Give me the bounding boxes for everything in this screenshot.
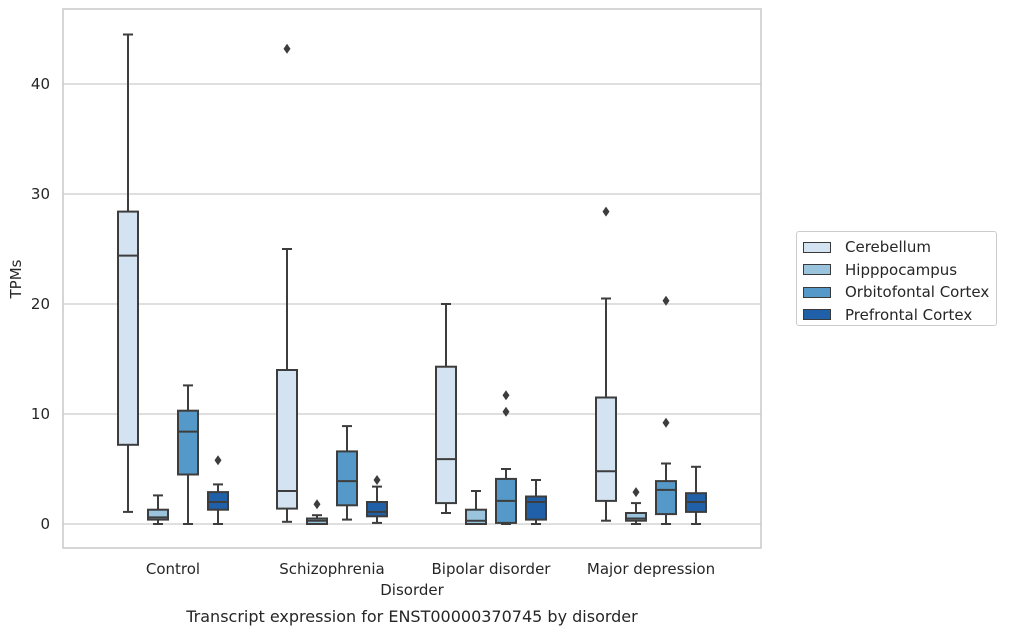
plot-area-frame <box>62 8 762 549</box>
gridlines <box>63 83 761 525</box>
outlier-point <box>662 417 670 428</box>
legend-swatch-prefrontal-cortex <box>803 309 831 321</box>
box-iqr <box>655 480 677 516</box>
y-tick-label: 30 <box>31 185 50 203</box>
box-orbitofontal-cortex-major-depression <box>655 295 677 525</box>
outlier-point <box>373 475 381 485</box>
legend: Cerebellum Hipppocampus Orbitofontal Cor… <box>796 231 997 326</box>
box-prefrontal-cortex-bipolar-disorder <box>525 479 547 525</box>
x-tick-labels: Control Schizophrenia Bipolar disorder Majo… <box>146 560 715 578</box>
chart-caption: Transcript expression for ENST0000037074… <box>185 607 638 626</box>
outlier-point <box>313 499 321 510</box>
legend-label: Hipppocampus <box>845 260 958 279</box>
box-cerebellum-bipolar-disorder <box>435 303 457 514</box>
box-iqr <box>117 210 139 446</box>
box-prefrontal-cortex-schizophrenia <box>366 475 388 524</box>
y-axis-label: TPMs <box>7 259 25 299</box>
box-iqr <box>625 512 647 522</box>
legend-item-orbitofrontal-cortex: Orbitofontal Cortex <box>797 281 996 304</box>
box-iqr <box>336 450 358 507</box>
y-tick-labels: 0 10 20 30 40 <box>31 75 50 533</box>
box-orbitofontal-cortex-bipolar-disorder <box>495 390 517 525</box>
x-tick-label: Schizophrenia <box>279 560 384 578</box>
x-tick-label: Major depression <box>587 560 715 578</box>
x-tick-label: Control <box>146 560 200 578</box>
legend-item-hippocampus: Hipppocampus <box>797 259 996 282</box>
box-iqr <box>207 491 229 511</box>
outlier-point <box>502 390 510 401</box>
y-tick-label: 20 <box>31 295 50 313</box>
legend-label: Cerebellum <box>845 238 931 257</box>
outlier-point <box>502 406 510 417</box>
outlier-point <box>632 487 640 498</box>
legend-label: Orbitofontal Cortex <box>845 283 990 302</box>
box-cerebellum-schizophrenia <box>276 43 298 523</box>
box-hipppocampus-major-depression <box>625 487 647 525</box>
outlier-point <box>214 455 222 466</box>
y-tick-label: 10 <box>31 405 50 423</box>
box-iqr <box>435 365 457 505</box>
box-iqr <box>276 369 298 510</box>
box-iqr <box>147 508 169 521</box>
box-prefrontal-cortex-control <box>207 455 229 525</box>
legend-swatch-cerebellum <box>803 241 831 253</box>
box-hipppocampus-bipolar-disorder <box>465 490 487 526</box>
box-hipppocampus-schizophrenia <box>306 499 328 525</box>
box-cerebellum-control <box>117 33 139 513</box>
legend-swatch-orbitofrontal-cortex <box>803 286 831 298</box>
legend-swatch-hippocampus <box>803 264 831 276</box>
box-orbitofontal-cortex-schizophrenia <box>336 425 358 521</box>
boxes <box>117 33 707 526</box>
box-iqr <box>177 409 199 476</box>
legend-label: Prefrontal Cortex <box>845 305 973 324</box>
x-tick-label: Bipolar disorder <box>432 560 552 578</box>
box-iqr <box>525 495 547 521</box>
box-iqr <box>595 396 617 502</box>
outlier-point <box>662 295 670 306</box>
box-prefrontal-cortex-major-depression <box>685 465 707 525</box>
outlier-point <box>283 43 291 54</box>
box-iqr <box>366 501 388 518</box>
y-tick-label: 0 <box>40 515 50 533</box>
y-tick-label: 40 <box>31 75 50 93</box>
legend-item-prefrontal-cortex: Prefrontal Cortex <box>797 304 996 327</box>
box-hipppocampus-control <box>147 494 169 525</box>
box-orbitofontal-cortex-control <box>177 384 199 525</box>
box-cerebellum-major-depression <box>595 206 617 522</box>
outlier-point <box>602 206 610 217</box>
x-axis-label: Disorder <box>380 581 444 599</box>
legend-item-cerebellum: Cerebellum <box>797 236 996 259</box>
box-iqr <box>465 508 487 526</box>
